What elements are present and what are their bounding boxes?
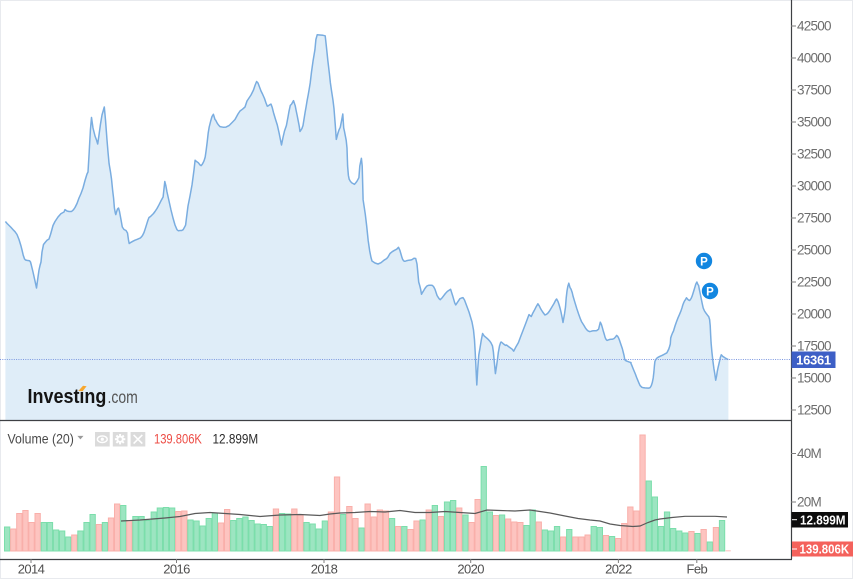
svg-text:20M: 20M: [797, 495, 822, 510]
svg-text:2020: 2020: [457, 562, 484, 577]
svg-text:15000: 15000: [797, 371, 831, 386]
svg-text:32500: 32500: [797, 147, 831, 162]
svg-text:2016: 2016: [163, 562, 190, 577]
svg-text:37500: 37500: [797, 83, 831, 98]
svg-text:16361: 16361: [796, 353, 831, 368]
svg-text:22500: 22500: [797, 275, 831, 290]
svg-text:25000: 25000: [797, 243, 831, 258]
svg-text:Investıng: Investıng: [28, 386, 107, 408]
svg-text:12.899M: 12.899M: [213, 431, 259, 447]
svg-text:P: P: [700, 256, 708, 268]
svg-text:40000: 40000: [797, 51, 831, 66]
svg-text:30000: 30000: [797, 179, 831, 194]
svg-text:20000: 20000: [797, 307, 831, 322]
svg-text:Volume (20): Volume (20): [8, 431, 74, 447]
svg-text:2022: 2022: [605, 562, 632, 577]
svg-text:27500: 27500: [797, 211, 831, 226]
svg-text:P: P: [706, 286, 714, 298]
svg-text:2014: 2014: [18, 562, 45, 577]
svg-text:12500: 12500: [797, 403, 831, 418]
svg-text:139.806K: 139.806K: [154, 431, 202, 446]
svg-text:12.899M: 12.899M: [800, 513, 846, 528]
svg-text:42500: 42500: [797, 19, 831, 34]
svg-text:139.806K: 139.806K: [800, 542, 850, 557]
svg-text:17500: 17500: [797, 339, 831, 354]
svg-text:.com: .com: [108, 389, 138, 408]
svg-text:Feb: Feb: [686, 562, 707, 577]
svg-text:35000: 35000: [797, 115, 831, 130]
svg-text:40M: 40M: [797, 446, 822, 461]
svg-text:2018: 2018: [311, 562, 338, 577]
